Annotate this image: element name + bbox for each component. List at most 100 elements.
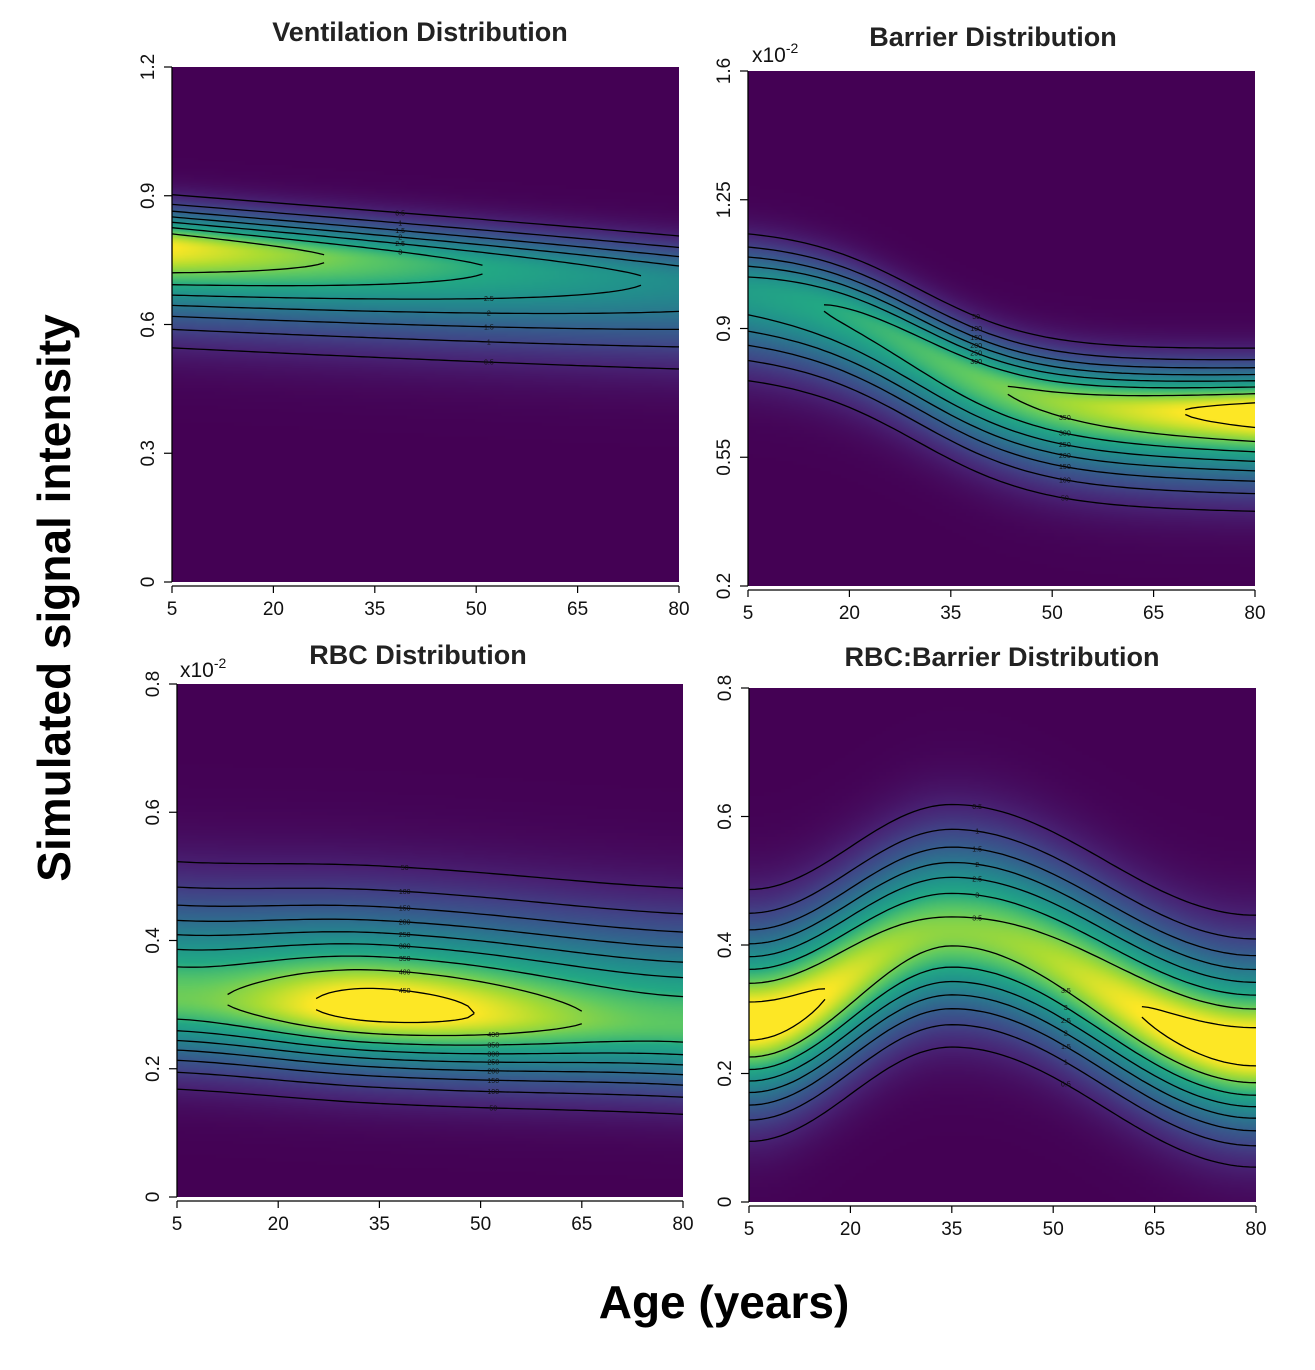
contour-label: 100: [970, 326, 982, 333]
heatmap-image: [177, 684, 683, 1197]
panel-title: Ventilation Distribution: [272, 17, 568, 47]
contour-line: [176, 1059, 684, 1086]
contour-lines: 0.5 0.5 1 1 1.5 1.5 2 2 2.5 2.5 3 3 3.5 3.5: [748, 803, 1257, 1168]
contour-label: 250: [487, 1060, 499, 1067]
panel-title: Barrier Distribution: [869, 22, 1117, 52]
contour-line: [171, 221, 642, 277]
contour-line: [748, 945, 1257, 1084]
contour-label: 150: [1059, 464, 1071, 471]
exponent-label: x10-2: [752, 40, 799, 67]
contour-label: 250: [1059, 442, 1071, 449]
x-tick-label: 35: [941, 1219, 962, 1240]
contour-label: 400: [487, 1032, 499, 1039]
y-tick-label: 0: [143, 1192, 164, 1203]
x-tick-label: 35: [364, 599, 385, 620]
contour-line: [176, 1018, 684, 1046]
y-tick-label: 0: [715, 1197, 736, 1208]
contour-label: 200: [399, 919, 411, 926]
contour-label: 200: [487, 1068, 499, 1075]
y-tick-label: 0.4: [143, 927, 164, 954]
contour-line: [171, 304, 680, 315]
y-tick-label: 0.4: [715, 931, 736, 958]
contour-line: [315, 987, 475, 1014]
x-axis-title: Age (years): [599, 1276, 850, 1328]
contour-line: [747, 330, 1256, 472]
contour-line: [748, 966, 1257, 1096]
contour-line: [1007, 393, 1256, 443]
contour-line: [176, 931, 684, 963]
contour-label: 3.5: [1061, 988, 1071, 995]
contour-label: 1: [398, 221, 402, 228]
x-tick-label: 50: [1043, 1219, 1064, 1240]
y-tick-label: 0.6: [143, 799, 164, 825]
contour-label: 1.5: [1061, 1044, 1071, 1051]
contour-line: [171, 210, 680, 258]
y-tick-label: 0.9: [138, 183, 159, 209]
contour-label: 2: [975, 862, 979, 869]
contour-line: [227, 969, 583, 1012]
x-tick-label: 5: [167, 599, 178, 620]
contour-label: 2: [1064, 1031, 1068, 1038]
y-tick-label: 0.2: [143, 1056, 164, 1082]
contour-line: [176, 1039, 684, 1066]
y-tick-label: 0.2: [715, 1060, 736, 1086]
contour-line: [176, 1049, 684, 1076]
contour-line: [748, 828, 1257, 940]
contour-label: 50: [1061, 496, 1069, 503]
contour-line: [176, 1071, 684, 1098]
contour-line: [176, 943, 684, 979]
x-tick-label: 80: [1244, 603, 1265, 624]
contour-label: 150: [487, 1078, 499, 1085]
panel-ventilation: Ventilation Distribution 0.50.5111.51.52…: [138, 17, 690, 620]
contour-label: 300: [970, 359, 982, 366]
heatmap-image: [748, 71, 1255, 586]
contour-label: 350: [487, 1042, 499, 1049]
contour-line: [176, 886, 684, 915]
contour-line: [176, 904, 684, 933]
contour-line: [748, 988, 1257, 1029]
contour-line: [1185, 413, 1256, 429]
contour-label: 1.5: [972, 846, 982, 853]
contour-line: [171, 216, 680, 267]
contour-line: [171, 194, 680, 237]
contour-label: 300: [487, 1051, 499, 1058]
contour-label: 100: [399, 889, 411, 896]
panel-title: RBC:Barrier Distribution: [844, 642, 1159, 672]
contour-line: [748, 846, 1257, 957]
contour-label: 2.5: [1061, 1018, 1071, 1025]
contour-label: 1: [1064, 1060, 1068, 1067]
contour-label: 3: [398, 249, 402, 256]
contour-label: 150: [399, 906, 411, 913]
contour-label: 50: [972, 314, 980, 321]
contour-line: [171, 203, 680, 249]
contour-line: [747, 276, 1255, 382]
contour-line: [171, 233, 325, 256]
contour-line: [748, 1046, 1257, 1168]
contour-label: 450: [399, 988, 411, 995]
contour-lines: 5050100100150150200200250250300300350350…: [176, 861, 684, 1115]
panel-barrier: Barrier Distribution x10-2 50 50 100 100 150…: [714, 22, 1266, 624]
contour-line: [171, 315, 679, 331]
x-tick-label: 65: [571, 1214, 592, 1235]
heatmap-image: [749, 688, 1256, 1202]
x-tick-label: 80: [668, 599, 689, 620]
x-tick-label: 5: [172, 1214, 183, 1235]
contour-line: [823, 304, 1256, 389]
contour-line: [748, 994, 1257, 1119]
x-tick-label: 20: [263, 599, 284, 620]
contour-label: 1.5: [484, 324, 494, 331]
contour-label: 2: [487, 311, 491, 318]
contour-label: 100: [1059, 477, 1071, 484]
contour-line: [747, 359, 1256, 495]
panel-rbc-barrier: RBC:Barrier Distribution 0.5 0.5 1 1 1.5 1.5 2…: [715, 642, 1267, 1240]
heatmap-image: [172, 67, 679, 582]
x-tick-label: 50: [470, 1214, 491, 1235]
contour-label: 50: [489, 1105, 497, 1112]
contour-line: [823, 310, 1256, 453]
contour-label: 300: [1059, 431, 1071, 438]
contour-line: [747, 233, 1255, 349]
contour-line: [171, 262, 325, 274]
contour-line: [747, 380, 1256, 512]
